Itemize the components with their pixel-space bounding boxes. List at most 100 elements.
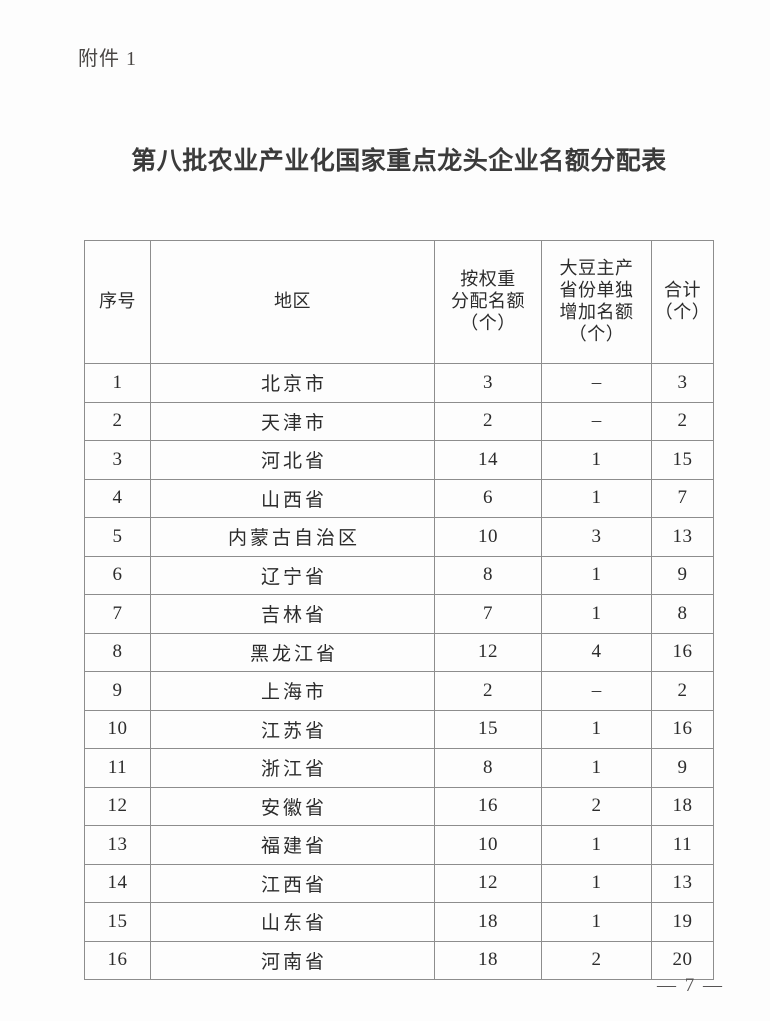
cell-weight-quota: 10 bbox=[434, 517, 542, 557]
cell-total: 2 bbox=[651, 671, 714, 711]
cell-index: 13 bbox=[84, 825, 151, 865]
cell-weight-quota: 3 bbox=[434, 363, 542, 403]
cell-index: 9 bbox=[84, 671, 151, 711]
cell-region: 安徽省 bbox=[150, 786, 435, 826]
column-header-index-line-1: 序号 bbox=[99, 291, 136, 313]
column-header-weight-quota-line-2: 分配名额 bbox=[451, 291, 525, 313]
cell-weight-quota: 2 bbox=[434, 401, 542, 441]
cell-total: 18 bbox=[651, 786, 714, 826]
cell-index: 1 bbox=[84, 363, 151, 403]
cell-total: 16 bbox=[651, 709, 714, 749]
cell-index: 5 bbox=[84, 517, 151, 557]
cell-index: 11 bbox=[84, 748, 151, 788]
quota-allocation-table: 序号 地区 按权重 分配名额 （个） 大豆主产 省份单独 增加名额 （个） bbox=[84, 240, 714, 980]
cell-weight-quota: 10 bbox=[434, 825, 542, 865]
cell-soybean-extra: 2 bbox=[541, 786, 652, 826]
cell-total: 3 bbox=[651, 363, 714, 403]
cell-region: 山东省 bbox=[150, 902, 435, 942]
cell-region: 天津市 bbox=[150, 401, 435, 441]
table-row: 2 天津市 2–2 bbox=[84, 401, 714, 441]
table-row: 15 山东省 18 1 19 bbox=[84, 902, 714, 942]
cell-weight-quota: 15 bbox=[434, 709, 542, 749]
cell-region: 北京市 bbox=[150, 363, 435, 403]
cell-weight-quota: 16 bbox=[434, 786, 542, 826]
cell-total: 7 bbox=[651, 478, 714, 518]
page-number-footer: — 7 — bbox=[657, 975, 724, 996]
cell-total: 2 bbox=[651, 401, 714, 441]
cell-region: 河北省 bbox=[150, 440, 435, 480]
cell-soybean-extra: 2 bbox=[541, 940, 652, 980]
cell-region: 江苏省 bbox=[150, 709, 435, 749]
cell-region: 吉林省 bbox=[150, 594, 435, 634]
cell-region: 江西省 bbox=[150, 863, 435, 903]
cell-total: 11 bbox=[651, 825, 714, 865]
cell-soybean-extra: 4 bbox=[541, 632, 652, 672]
cell-region: 山西省 bbox=[150, 478, 435, 518]
cell-total: 8 bbox=[651, 594, 714, 634]
cell-weight-quota: 18 bbox=[434, 940, 542, 980]
cell-soybean-extra: 1 bbox=[541, 825, 652, 865]
cell-total: 9 bbox=[651, 555, 714, 595]
cell-weight-quota: 6 bbox=[434, 478, 542, 518]
cell-weight-quota: 8 bbox=[434, 748, 542, 788]
column-header-soybean-extra-line-3: 增加名额 bbox=[559, 302, 634, 323]
table-row: 10 江苏省 15 1 16 bbox=[84, 709, 714, 749]
column-header-soybean-extra-line-1: 大豆主产 bbox=[559, 258, 634, 280]
cell-index: 15 bbox=[84, 902, 151, 942]
cell-weight-quota: 7 bbox=[434, 594, 542, 634]
table-row: 14 江西省 12 1 13 bbox=[84, 863, 714, 903]
cell-total: 19 bbox=[651, 902, 714, 942]
cell-region: 福建省 bbox=[150, 825, 435, 865]
table-header: 序号 地区 按权重 分配名额 （个） 大豆主产 省份单独 增加名额 （个） bbox=[84, 240, 714, 364]
column-header-index: 序号 bbox=[84, 240, 151, 364]
cell-region: 河南省 bbox=[150, 940, 435, 980]
cell-region: 内蒙古自治区 bbox=[150, 517, 435, 557]
cell-soybean-extra: 1 bbox=[541, 478, 652, 518]
cell-soybean-extra: 1 bbox=[541, 555, 652, 595]
table-body: 1 北京市 3–3 2 天津市 2–2 3 河北省 14 1 15 4 山西省 6 1 7 5 内蒙古自治区 10 3… bbox=[84, 363, 714, 980]
cell-soybean-extra: 1 bbox=[541, 863, 652, 903]
table-row: 5 内蒙古自治区 10 3 13 bbox=[84, 517, 714, 557]
cell-total: 9 bbox=[651, 748, 714, 788]
cell-soybean-extra: 1 bbox=[541, 902, 652, 942]
cell-index: 7 bbox=[84, 594, 151, 634]
table-row: 13 福建省 10 1 11 bbox=[84, 825, 714, 865]
cell-soybean-extra: 1 bbox=[541, 594, 652, 634]
table-header-row: 序号 地区 按权重 分配名额 （个） 大豆主产 省份单独 增加名额 （个） bbox=[84, 240, 714, 364]
cell-soybean-extra: – bbox=[541, 671, 652, 711]
cell-weight-quota: 8 bbox=[434, 555, 542, 595]
cell-total: 20 bbox=[651, 940, 714, 980]
table-row: 4 山西省 6 1 7 bbox=[84, 478, 714, 518]
cell-weight-quota: 2 bbox=[434, 671, 542, 711]
column-header-total-line-1: 合计 bbox=[664, 280, 701, 302]
cell-total: 15 bbox=[651, 440, 714, 480]
cell-index: 10 bbox=[84, 709, 151, 749]
cell-index: 8 bbox=[84, 632, 151, 672]
table-row: 7 吉林省 7 1 8 bbox=[84, 594, 714, 634]
cell-weight-quota: 12 bbox=[434, 632, 542, 672]
cell-index: 3 bbox=[84, 440, 151, 480]
cell-total: 13 bbox=[651, 863, 714, 903]
column-header-region: 地区 bbox=[150, 240, 435, 364]
cell-index: 14 bbox=[84, 863, 151, 903]
cell-index: 16 bbox=[84, 940, 151, 980]
table-row: 16 河南省 18 2 20 bbox=[84, 940, 714, 980]
column-header-region-line-1: 地区 bbox=[274, 291, 311, 313]
column-header-total-line-2: （个） bbox=[654, 302, 711, 323]
column-header-weight-quota-line-1: 按权重 bbox=[460, 269, 516, 291]
cell-weight-quota: 12 bbox=[434, 863, 542, 903]
table-row: 12 安徽省 16 2 18 bbox=[84, 786, 714, 826]
table-row: 3 河北省 14 1 15 bbox=[84, 440, 714, 480]
page-title: 第八批农业产业化国家重点龙头企业名额分配表 bbox=[131, 146, 667, 175]
cell-region: 浙江省 bbox=[150, 748, 435, 788]
cell-index: 2 bbox=[84, 401, 151, 441]
cell-total: 16 bbox=[651, 632, 714, 672]
cell-region: 黑龙江省 bbox=[150, 632, 435, 672]
cell-region: 上海市 bbox=[150, 671, 435, 711]
column-header-soybean-extra-line-4: （个） bbox=[568, 323, 625, 345]
cell-soybean-extra: 1 bbox=[541, 440, 652, 480]
cell-index: 6 bbox=[84, 555, 151, 595]
cell-soybean-extra: 1 bbox=[541, 748, 652, 788]
table-row: 9 上海市 2–2 bbox=[84, 671, 714, 711]
